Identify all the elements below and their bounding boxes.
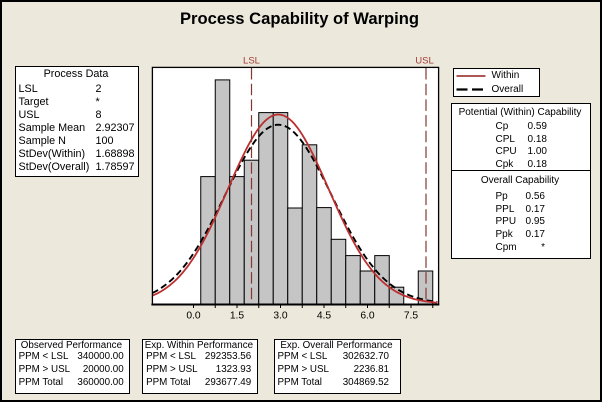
svg-text:USL: USL [415, 56, 433, 67]
svg-text:7.5: 7.5 [404, 310, 419, 321]
svg-text:6.0: 6.0 [360, 310, 375, 321]
svg-text:0.0: 0.0 [186, 310, 201, 321]
svg-text:4.5: 4.5 [317, 310, 332, 321]
svg-text:LSL: LSL [243, 56, 260, 67]
svg-text:1.5: 1.5 [230, 310, 245, 321]
svg-text:3.0: 3.0 [273, 310, 288, 321]
